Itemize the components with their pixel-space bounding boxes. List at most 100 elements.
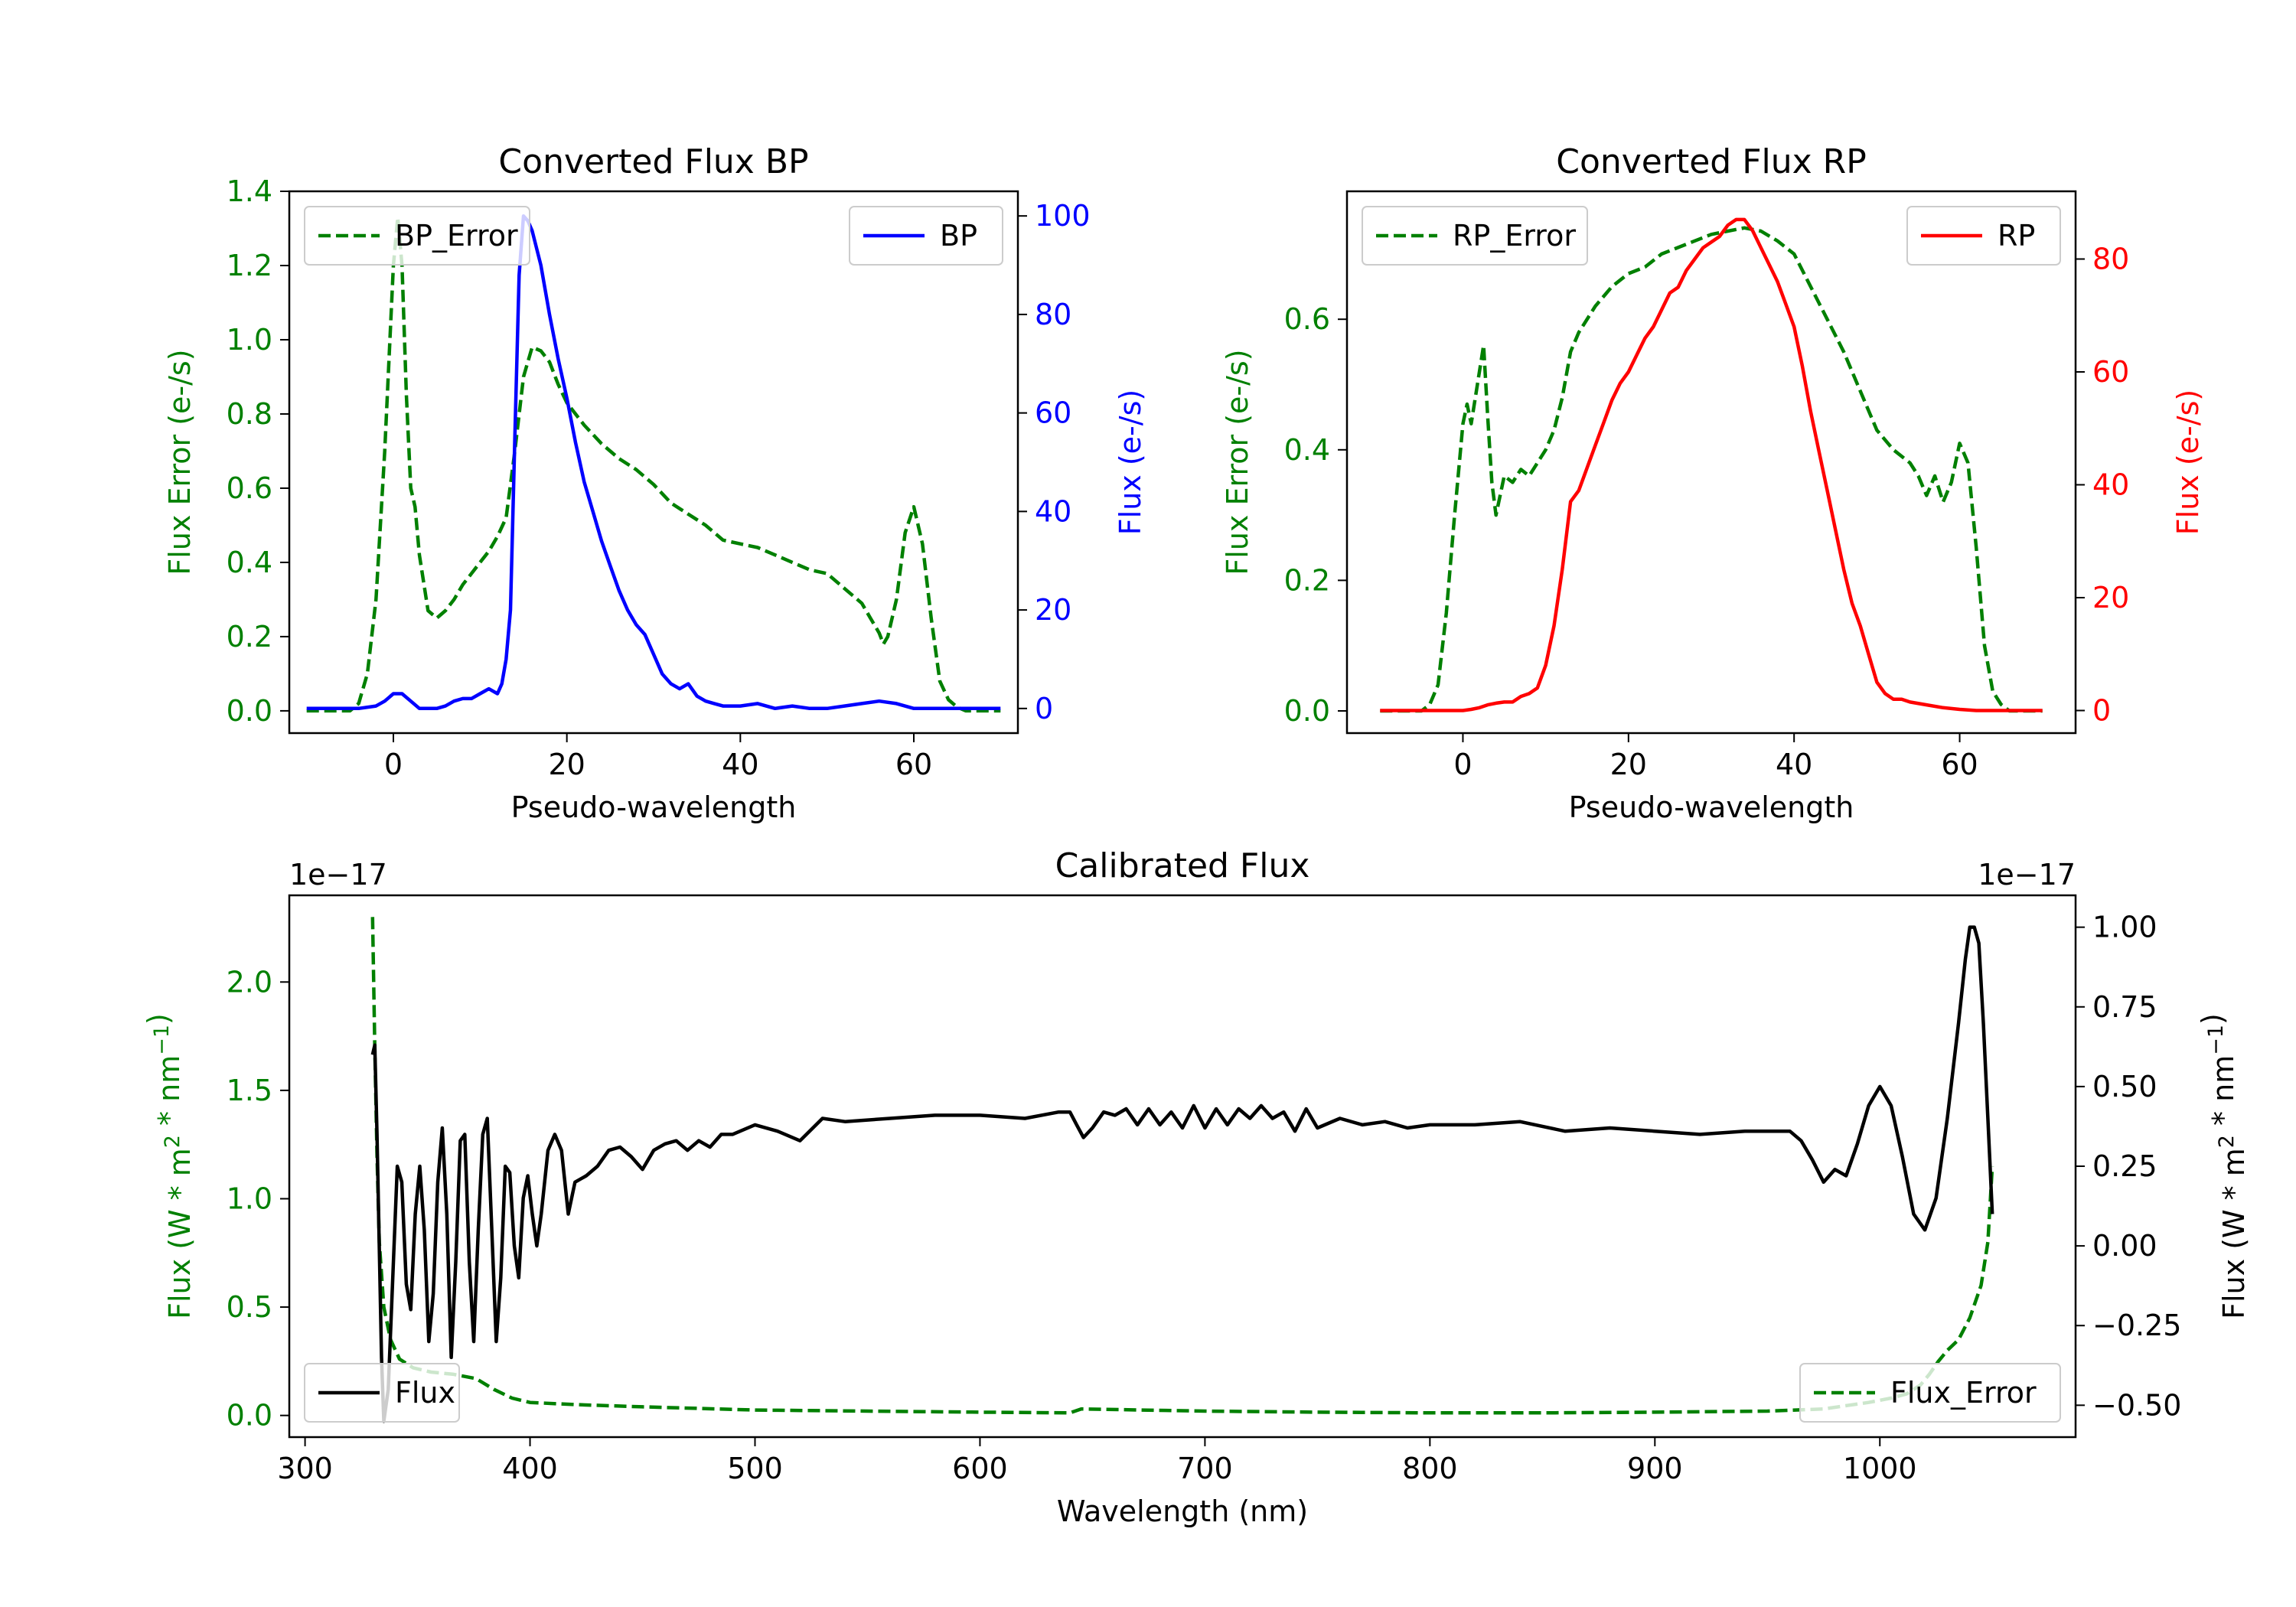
y-tick-label-right: 20 [2092, 581, 2129, 614]
y-axis-label-left-part: −1 [150, 1025, 174, 1055]
legend-bp: BP [849, 206, 1003, 266]
y-tick-label-left: 0.6 [1284, 302, 1330, 336]
series-group [306, 214, 1001, 713]
x-tick-label: 500 [727, 1452, 783, 1485]
x-tick-label: 700 [1177, 1452, 1233, 1485]
offset-text-left: 1e−17 [289, 858, 387, 892]
x-axis-label: Pseudo-wavelength [511, 790, 797, 824]
y-axis-label-right-part: Flux (W * m [2217, 1148, 2251, 1319]
y-axis-label-right-part: −1 [2204, 1025, 2228, 1055]
y-tick-label-right: 0 [2092, 694, 2111, 728]
y-axis-label-left-part: 2 [161, 1135, 184, 1148]
y-tick-label-right: 40 [2092, 468, 2129, 502]
axes-frame [1345, 190, 2077, 735]
offset-text-right: 1e−17 [1978, 858, 2076, 892]
y-tick-label-left: 0.2 [1284, 563, 1330, 597]
legend-label: Flux_Error [1890, 1376, 2037, 1410]
legend-rp-error: RP_Error [1362, 206, 1588, 266]
y-tick-label-right: 0.25 [2092, 1149, 2157, 1183]
y-tick-label-right: 40 [1035, 494, 1071, 528]
y-tick-label-left: 2.0 [227, 965, 272, 999]
legend-rp: RP [1906, 206, 2061, 266]
y-tick-label-left: 0.0 [227, 694, 272, 728]
series-line-rp-error [1380, 226, 2043, 713]
y-tick-label-right: 80 [2092, 243, 2129, 276]
legend-flux: Flux [304, 1363, 460, 1423]
y-tick-label-right: 20 [1035, 593, 1071, 627]
x-tick-label: 900 [1627, 1452, 1683, 1485]
legend-flux-error: Flux_Error [1799, 1363, 2061, 1423]
axes-frame [288, 894, 2077, 1439]
y-tick-label-left: 1.5 [227, 1074, 272, 1107]
y-tick-label-right: 0.75 [2092, 990, 2157, 1024]
y-axis-label-right-part: 2 [2215, 1135, 2239, 1148]
legend-label: RP_Error [1453, 219, 1576, 253]
y-tick-label-left: 0.4 [227, 546, 272, 579]
series-line-bp-error [306, 215, 1001, 713]
legend-label: BP [940, 219, 977, 253]
y-axis-label-left: Flux (W * m2 * nm−1) [142, 1013, 197, 1319]
series-line-bp [306, 214, 1001, 711]
x-tick-label: 300 [277, 1452, 333, 1485]
y-tick-label-right: 0.50 [2092, 1070, 2157, 1103]
legend-label: BP_Error [395, 219, 518, 253]
y-axis-label-left: Flux Error (e-/s) [163, 349, 197, 575]
series-line-flux [370, 925, 1994, 1423]
y-tick-label-left: 1.4 [227, 174, 272, 208]
subplot-bp: 0 20 40 60 0.0 0.2 0.4 0.6 0.8 1.0 1.2 1.4 0 20 40 60 80… [163, 142, 1147, 824]
subplot-cal: 300 400 500 600 700 800 900 1000 0.0 0.5 1.0 1.5 2.0… [142, 846, 2251, 1528]
x-tick-label: 0 [1453, 748, 1472, 781]
y-tick-label-left: 0.8 [227, 397, 272, 431]
y-axis-label-right: Flux (W * m2 * nm−1) [2196, 1013, 2251, 1319]
y-tick-label-right: −0.50 [2092, 1388, 2181, 1422]
y-axis-label-right-part: ) [2196, 1013, 2229, 1025]
y-axis-label-left-part: * nm [152, 1055, 186, 1135]
y-axis-label-right-part: * nm [2206, 1055, 2240, 1135]
y-tick-label-right: 0.00 [2092, 1229, 2157, 1263]
series-line-flux-error [370, 917, 1994, 1415]
x-axis-label: Wavelength (nm) [1057, 1495, 1308, 1528]
y-tick-label-left: 1.0 [227, 1182, 272, 1215]
y-tick-label-right: −0.25 [2092, 1309, 2181, 1342]
x-tick-label: 40 [722, 748, 758, 781]
series-group [1380, 217, 2043, 713]
y-tick-label-left: 0.6 [227, 471, 272, 505]
y-tick-label-left: 0.0 [1284, 694, 1330, 728]
legend-box [849, 206, 1003, 266]
y-axis-label-right: Flux (e-/s) [1114, 390, 1147, 535]
legend-box [304, 1363, 460, 1423]
x-tick-label: 1000 [1843, 1452, 1917, 1485]
y-tick-label-right: 80 [1035, 298, 1071, 331]
y-tick-label-left: 0.5 [227, 1290, 272, 1324]
x-tick-label: 800 [1402, 1452, 1458, 1485]
y-tick-label-right: 1.00 [2092, 911, 2157, 944]
x-tick-label: 40 [1776, 748, 1812, 781]
legend-label: Flux [395, 1376, 455, 1410]
series-group [370, 917, 1994, 1423]
y-tick-label-left: 0.4 [1284, 433, 1330, 467]
y-axis-label-left-part: ) [142, 1013, 175, 1025]
y-tick-label-left: 1.0 [227, 323, 272, 357]
legend-box [1906, 206, 2061, 266]
y-axis-label-left: Flux Error (e-/s) [1221, 349, 1254, 575]
axes-frame [288, 190, 1019, 735]
x-tick-label: 60 [1941, 748, 1978, 781]
legend-bp-error: BP_Error [304, 206, 530, 266]
x-tick-label: 600 [952, 1452, 1008, 1485]
x-axis-label: Pseudo-wavelength [1569, 790, 1854, 824]
y-tick-label-right: 60 [1035, 396, 1071, 430]
legend-box [1362, 206, 1588, 266]
series-line-rp [1380, 217, 2043, 712]
chart-title: Calibrated Flux [1055, 846, 1310, 885]
chart-title: Converted Flux RP [1556, 142, 1867, 181]
x-tick-label: 20 [548, 748, 585, 781]
y-tick-label-right: 100 [1035, 199, 1091, 233]
legend-label: RP [1998, 219, 2035, 253]
y-tick-label-left: 1.2 [227, 249, 272, 282]
y-tick-label-left: 0.0 [227, 1399, 272, 1433]
legend-box [304, 206, 530, 266]
x-tick-label: 400 [502, 1452, 558, 1485]
y-tick-label-right: 60 [2092, 355, 2129, 389]
chart-title: Converted Flux BP [498, 142, 808, 181]
